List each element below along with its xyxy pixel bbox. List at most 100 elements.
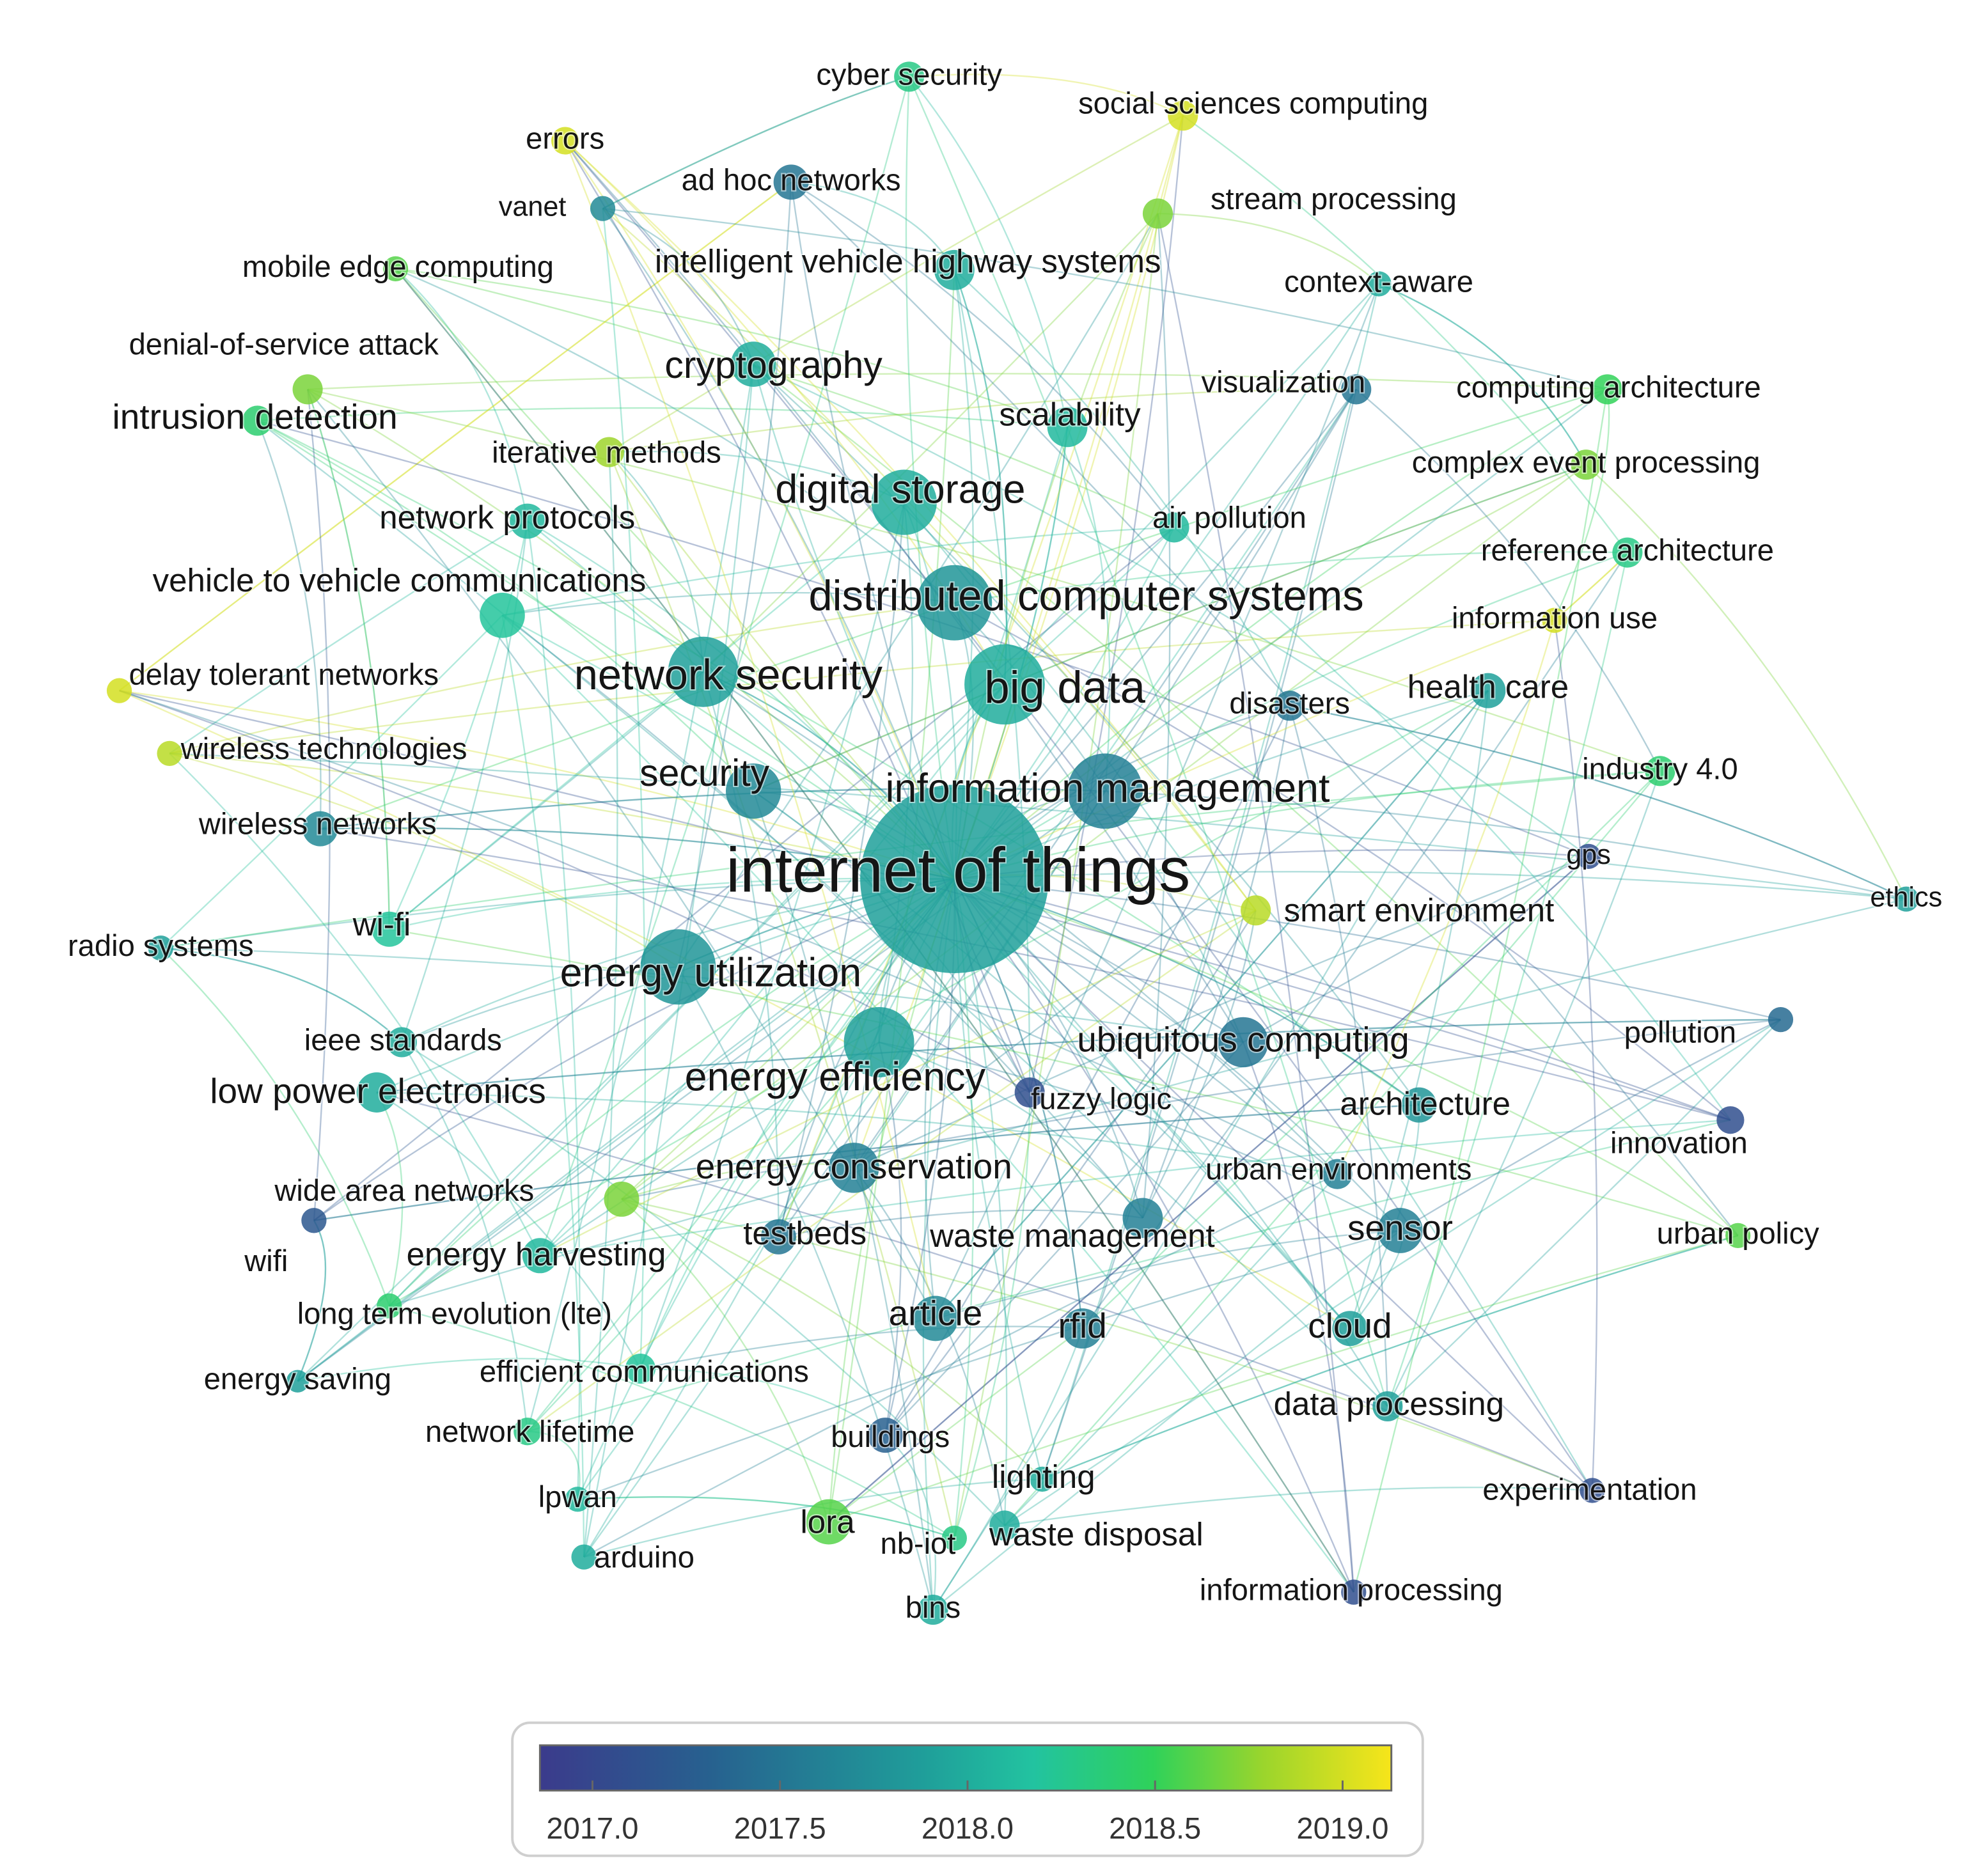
edge xyxy=(953,552,1628,880)
edge xyxy=(1242,1042,1354,1593)
labels: internet of things distributed computer s… xyxy=(67,56,1943,1625)
node xyxy=(918,1594,948,1625)
edge xyxy=(389,898,1907,1307)
edge xyxy=(169,520,528,754)
node-label: information management xyxy=(885,766,1330,811)
edge xyxy=(953,620,1555,880)
edge xyxy=(583,452,618,1558)
node xyxy=(522,1238,558,1274)
edge xyxy=(389,690,1489,1307)
node xyxy=(286,1370,310,1393)
edge xyxy=(1042,1235,1739,1480)
edge xyxy=(953,879,1354,1593)
edge xyxy=(297,684,1005,1382)
node-label: urban environments xyxy=(1205,1152,1471,1186)
edge xyxy=(1243,856,1589,1043)
node xyxy=(1725,1223,1751,1249)
node-label: vehicle to vehicle communications xyxy=(153,562,647,598)
node xyxy=(843,1007,914,1077)
edge xyxy=(621,1198,1043,1480)
node-label: information use xyxy=(1452,601,1658,635)
edge xyxy=(640,1325,1083,1370)
edge xyxy=(376,1019,1781,1093)
edge xyxy=(401,520,528,1043)
node-label: network security xyxy=(574,652,883,699)
edge xyxy=(564,140,1244,1043)
node xyxy=(668,636,739,707)
edge xyxy=(1337,620,1556,1175)
node-label: smart environment xyxy=(1284,892,1555,928)
node xyxy=(1332,1311,1368,1347)
edge xyxy=(1182,114,1628,553)
edge xyxy=(564,140,955,880)
edge xyxy=(879,1041,1401,1231)
node xyxy=(989,1510,1020,1541)
edge xyxy=(1157,213,1354,1593)
node-label: mobile edge computing xyxy=(242,249,554,283)
node-label: low power electronics xyxy=(210,1071,545,1111)
node xyxy=(1401,1087,1437,1123)
edge xyxy=(909,74,1184,116)
edge xyxy=(256,419,755,792)
node xyxy=(1716,1106,1745,1134)
edge xyxy=(502,526,1175,616)
edge xyxy=(1349,1105,1420,1329)
color-legend: 2017.0 2017.5 2018.0 2018.5 2019.0 xyxy=(511,1721,1424,1857)
node xyxy=(730,341,776,387)
node-label: pollution xyxy=(1624,1015,1737,1049)
edge xyxy=(377,1091,1338,1175)
edge xyxy=(702,671,780,1237)
edge xyxy=(313,526,1175,1221)
edge xyxy=(1355,388,1661,772)
node-label: cyber security xyxy=(816,57,1002,91)
edge xyxy=(169,753,679,968)
edge xyxy=(1378,283,1587,465)
edge xyxy=(527,1119,1731,1432)
node xyxy=(1580,1478,1605,1503)
edge xyxy=(1585,464,1907,900)
node xyxy=(593,437,624,467)
edge xyxy=(1289,705,1907,900)
node-label: iterative methods xyxy=(492,435,721,469)
node xyxy=(1372,1391,1403,1422)
edge xyxy=(583,1173,1338,1558)
edge xyxy=(884,1042,1244,1436)
node-label: security xyxy=(639,753,769,794)
edge xyxy=(297,1220,327,1382)
edge xyxy=(1386,770,1661,1407)
edge xyxy=(501,614,1143,1219)
edge xyxy=(1387,1019,1782,1407)
edge xyxy=(953,1092,1031,1538)
edge xyxy=(884,1434,937,1610)
node xyxy=(934,249,975,290)
edge xyxy=(169,753,955,880)
edge xyxy=(388,671,704,930)
edge xyxy=(257,407,1068,428)
edge xyxy=(1157,212,1379,285)
node xyxy=(571,1544,597,1570)
node xyxy=(292,374,323,405)
node-label: lora xyxy=(800,1504,855,1540)
edge xyxy=(602,75,910,210)
edge xyxy=(539,909,1257,1256)
edge xyxy=(1081,552,1628,1329)
edge xyxy=(753,363,1420,1106)
node xyxy=(625,1353,656,1384)
tick-label: 2018.5 xyxy=(1109,1811,1201,1845)
edge xyxy=(376,1091,1593,1492)
edge xyxy=(905,76,955,879)
node-label: efficient communications xyxy=(480,1354,809,1388)
node xyxy=(806,1499,852,1545)
node-label: wifi xyxy=(244,1244,288,1278)
edge xyxy=(307,388,1661,772)
edge xyxy=(1553,620,1598,1491)
node-label: radio systems xyxy=(68,928,254,962)
edge xyxy=(935,690,1489,1319)
edge xyxy=(954,551,1628,604)
tick-label: 2017.5 xyxy=(734,1811,826,1845)
edge xyxy=(677,966,934,1610)
edge xyxy=(376,1091,404,1306)
edge xyxy=(1004,1019,1782,1526)
edge xyxy=(395,268,528,522)
